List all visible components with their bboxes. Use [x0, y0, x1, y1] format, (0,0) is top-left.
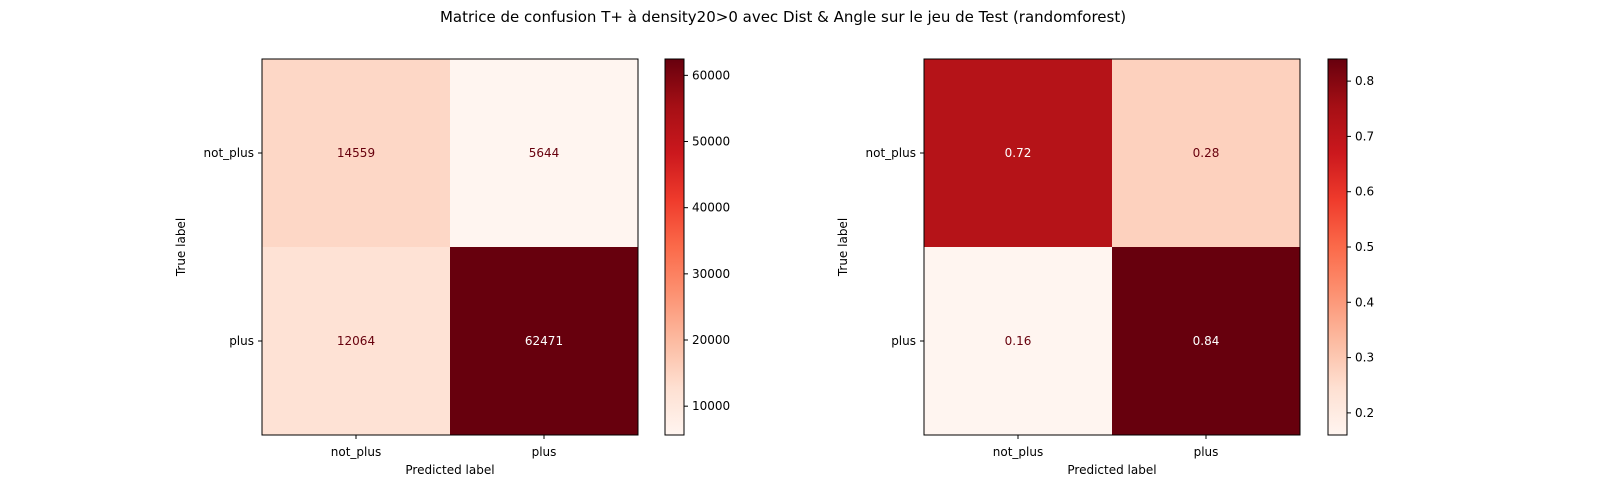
x-tick-label: not_plus: [993, 445, 1043, 459]
cell-value-label: 14559: [337, 146, 375, 160]
matrix-cell-not_plus-not_plus: [924, 59, 1112, 247]
colorbar-tick-label: 0.4: [1355, 295, 1374, 309]
y-tick-label: not_plus: [204, 146, 254, 160]
colorbar-tick-label: 0.7: [1355, 129, 1374, 143]
colorbar-tick-label: 0.5: [1355, 240, 1374, 254]
x-tick-label: not_plus: [331, 445, 381, 459]
colorbar-tick-label: 20000: [692, 333, 730, 347]
x-tick-label: plus: [1194, 445, 1219, 459]
colorbar: [1327, 58, 1348, 436]
matrix-cell-plus-plus: [450, 247, 638, 435]
matrix-cell-not_plus-plus: [450, 59, 638, 247]
y-tick-label: plus: [891, 334, 916, 348]
cell-value-label: 62471: [525, 334, 563, 348]
y-tick-label: not_plus: [866, 146, 916, 160]
colorbar-tick-label: 0.8: [1355, 74, 1374, 88]
colorbar-tick-label: 50000: [692, 135, 730, 149]
cell-value-label: 0.72: [1005, 146, 1032, 160]
cell-value-label: 5644: [529, 146, 560, 160]
matrix-cell-plus-not_plus: [924, 247, 1112, 435]
colorbar-tick-label: 30000: [692, 267, 730, 281]
colorbar-tick-label: 0.6: [1355, 185, 1374, 199]
matrix-frame: [261, 58, 639, 436]
cell-value-label: 0.16: [1005, 334, 1032, 348]
y-tick-label: plus: [229, 334, 254, 348]
x-axis-label: Predicted label: [405, 463, 494, 477]
colorbar-tick-label: 0.3: [1355, 351, 1374, 365]
matrix-cell-not_plus-plus: [1112, 59, 1300, 247]
matrix-cell-plus-plus: [1112, 247, 1300, 435]
cell-value-label: 0.84: [1193, 334, 1220, 348]
matrix-cell-plus-not_plus: [262, 247, 450, 435]
y-axis-label: True label: [836, 218, 850, 277]
cell-value-label: 12064: [337, 334, 375, 348]
colorbar: [664, 58, 685, 436]
colorbar-tick-label: 40000: [692, 201, 730, 215]
colorbar-tick-label: 60000: [692, 68, 730, 82]
x-tick-label: plus: [532, 445, 557, 459]
matrix-frame: [923, 58, 1301, 436]
cell-value-label: 0.28: [1193, 146, 1220, 160]
figure-title: Matrice de confusion T+ à density20>0 av…: [439, 8, 1127, 26]
colorbar-tick-label: 0.2: [1355, 406, 1374, 420]
x-axis-label: Predicted label: [1067, 463, 1156, 477]
matrix-cell-not_plus-not_plus: [262, 59, 450, 247]
y-axis-label: True label: [174, 218, 188, 277]
colorbar-tick-label: 10000: [692, 399, 730, 413]
